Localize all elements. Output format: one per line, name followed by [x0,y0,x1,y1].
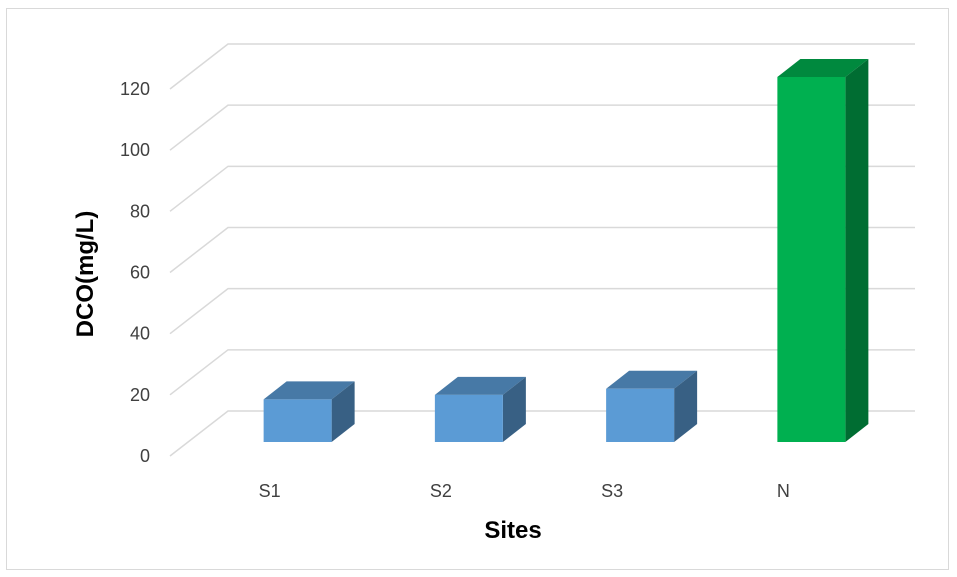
y-tick-labels: 0 20 40 60 80 100 120 [120,79,150,466]
x-axis-title: Sites [484,517,541,544]
bar-side-n [845,59,869,442]
x-tick-labels: S1 S2 S3 N [259,481,790,501]
bar-n [777,59,869,442]
x-tick-label-n: N [777,481,790,501]
gridline-80 [169,165,915,212]
y-tick-label-60: 60 [130,263,150,283]
y-tick-label-100: 100 [120,140,150,160]
bar-s3 [606,370,698,442]
gridline-60 [169,226,915,274]
bar-side-s1 [331,381,355,442]
y-tick-label-120: 120 [120,79,150,99]
y-tick-label-80: 80 [130,201,150,221]
y-axis-title: DCO(mg/L) [72,211,99,338]
bar-front-n [777,77,846,442]
x-tick-label-s3: S3 [601,481,623,501]
y-tick-label-20: 20 [130,385,150,405]
bar-top-s2 [434,376,526,395]
gridline-40 [169,287,915,335]
bar-front-s3 [606,388,675,442]
gridline-100 [169,104,915,151]
x-tick-label-s1: S1 [259,481,281,501]
bar-top-s3 [606,370,698,389]
bar-s1 [263,381,355,442]
bar-side-s3 [674,370,698,442]
y-tick-label-40: 40 [130,324,150,344]
bar-side-s2 [502,376,526,442]
gridline-120 [169,43,915,90]
bar-front-s2 [434,394,503,442]
y-tick-label-0: 0 [140,446,150,466]
bar-s2 [434,376,526,442]
bar-front-s1 [263,399,332,442]
bar-top-s1 [263,381,355,400]
bar-top-n [777,59,869,77]
gridline-20 [169,349,915,396]
bars [263,59,869,442]
x-tick-label-s2: S2 [430,481,452,501]
